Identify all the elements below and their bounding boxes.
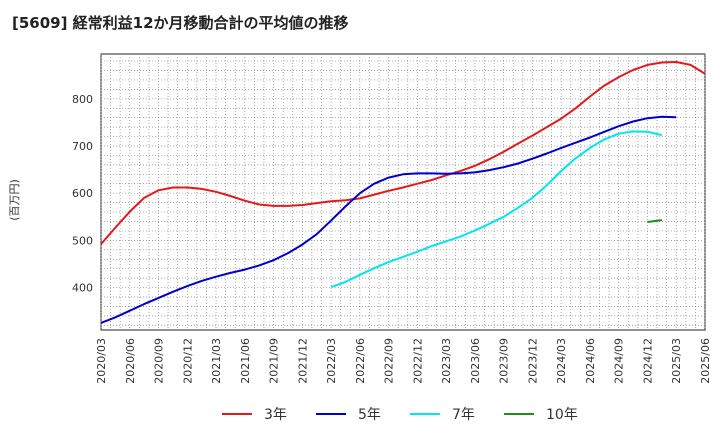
x-tick-label: 2021/06 (239, 338, 252, 384)
chart-title: [5609] 経常利益12か月移動合計の平均値の推移 (12, 14, 349, 32)
y-tick-label: 800 (72, 93, 93, 106)
y-tick-label: 400 (72, 282, 93, 295)
legend-label: 10年 (546, 407, 578, 423)
axes: 400 500 600 700 800 2020/03 2020/06 2020/09 2020… (72, 93, 712, 384)
x-tick-label: 2021/09 (268, 338, 281, 384)
x-tick-label: 2022/06 (354, 338, 367, 384)
x-tick-label: 2022/12 (411, 338, 424, 384)
x-tick-label: 2023/06 (469, 338, 482, 384)
x-tick-label: 2023/09 (498, 338, 511, 384)
x-tick-label: 2024/09 (613, 338, 626, 384)
x-tick-label: 2020/06 (124, 338, 137, 384)
series-line-2 (100, 115, 677, 324)
y-tick-label: 500 (72, 234, 93, 247)
x-tick-label: 2024/12 (641, 338, 654, 384)
series-lines (100, 61, 706, 324)
series-line-4 (647, 219, 663, 223)
x-tick-label: 2025/06 (699, 338, 712, 384)
y-tick-label: 700 (72, 140, 93, 153)
x-tick-label: 2024/03 (555, 338, 568, 384)
x-tick-label: 2020/03 (95, 338, 108, 384)
series-line-3 (330, 130, 663, 289)
x-tick-label: 2020/09 (153, 338, 166, 384)
legend: 3年 5年 7年 10年 (222, 407, 578, 423)
y-tick-label: 600 (72, 187, 93, 200)
grid (100, 54, 706, 330)
plot-area (100, 53, 706, 331)
x-tick-label: 2023/12 (526, 338, 539, 384)
legend-label: 7年 (452, 407, 475, 423)
x-tick-label: 2020/12 (181, 338, 194, 384)
x-tick-label: 2023/03 (440, 338, 453, 384)
x-tick-label: 2025/03 (670, 338, 683, 384)
legend-label: 5年 (358, 407, 381, 423)
x-tick-label: 2022/09 (383, 338, 396, 384)
x-tick-label: 2021/12 (296, 338, 309, 384)
x-tick-label: 2024/06 (584, 338, 597, 384)
x-tick-label: 2022/03 (325, 338, 338, 384)
x-tick-label: 2021/03 (210, 338, 223, 384)
legend-label: 3年 (264, 407, 287, 423)
y-axis-unit-label: (百万円) (8, 179, 21, 221)
series-line-1 (100, 61, 706, 245)
